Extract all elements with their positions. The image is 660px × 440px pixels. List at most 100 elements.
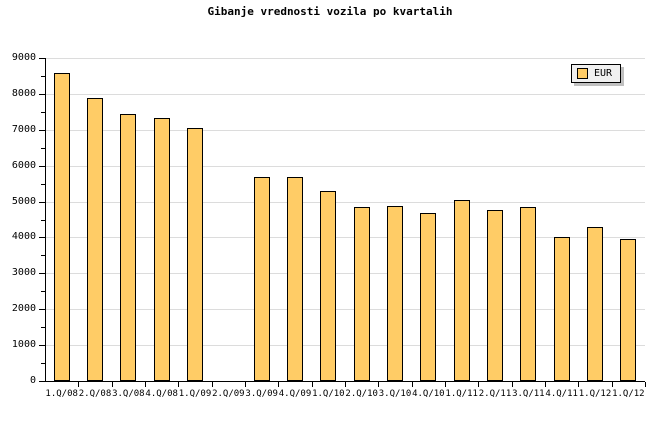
bar[interactable]	[387, 205, 403, 381]
y-tick-major	[39, 93, 45, 95]
y-axis-label: 2000	[11, 303, 36, 315]
x-tick	[411, 382, 413, 387]
gridline	[45, 309, 645, 311]
y-axis-label: 0	[29, 375, 36, 386]
y-tick-minor	[41, 327, 45, 329]
chart-title: Gibanje vrednosti vozila po kvartalih	[207, 5, 453, 18]
y-tick-major	[39, 58, 45, 59]
gridline	[45, 201, 645, 203]
x-tick	[278, 382, 280, 387]
y-axis-label: 3000	[11, 267, 36, 279]
x-axis-label: 1.Q/09	[178, 389, 212, 399]
x-tick	[378, 382, 380, 387]
bar[interactable]	[520, 207, 537, 381]
x-axis-label: 4.Q/10	[412, 389, 445, 399]
x-tick	[245, 382, 246, 387]
x-axis-label: 1.Q/10	[312, 389, 345, 399]
bar[interactable]	[553, 237, 570, 381]
x-axis-label: 1.Q/12	[578, 389, 612, 399]
x-axis-label: 1.Q/08	[45, 389, 78, 399]
y-axis-label: 5000	[11, 195, 36, 207]
x-axis-line	[45, 381, 645, 382]
bar[interactable]	[320, 190, 337, 381]
x-axis-label: 2.Q/11	[478, 389, 512, 399]
y-tick-major	[39, 273, 45, 275]
legend-label-eur: EUR	[594, 68, 613, 79]
x-tick	[445, 382, 446, 387]
bar[interactable]	[587, 226, 603, 381]
bar[interactable]	[420, 212, 437, 381]
x-axis-label: 4.Q/08	[145, 389, 178, 399]
y-tick-minor	[41, 147, 45, 149]
y-tick-minor	[41, 291, 45, 293]
y-tick-minor	[41, 219, 45, 221]
y-tick-major	[39, 309, 45, 311]
x-axis-label: 1.Q/12	[612, 389, 645, 399]
x-axis-label: 4.Q/09	[278, 389, 312, 399]
bar[interactable]	[87, 98, 103, 381]
y-tick-major	[39, 201, 45, 203]
bar[interactable]	[353, 207, 370, 381]
x-tick	[511, 382, 513, 387]
x-axis-label: 3.Q/10	[378, 389, 412, 399]
gridline	[45, 58, 645, 59]
y-axis-label: 6000	[11, 159, 36, 171]
bar[interactable]	[620, 239, 637, 381]
x-tick	[478, 382, 480, 387]
plot-background	[45, 58, 645, 381]
y-axis-label: 1000	[11, 339, 36, 351]
chart-legend[interactable]: EUR	[571, 64, 622, 83]
bar[interactable]	[153, 117, 170, 381]
y-tick-major	[39, 165, 45, 167]
y-axis-line	[45, 58, 46, 382]
x-tick	[178, 382, 180, 387]
x-axis-label: 3.Q/08	[112, 389, 145, 399]
x-tick	[578, 382, 580, 387]
x-axis-label: 2.Q/09	[212, 389, 245, 399]
gridline	[45, 345, 645, 347]
x-tick	[78, 382, 80, 387]
y-tick-major	[39, 381, 45, 382]
gridline	[45, 93, 645, 95]
x-tick	[211, 382, 213, 387]
bar[interactable]	[53, 73, 70, 381]
x-tick	[345, 382, 346, 387]
y-tick-minor	[41, 75, 45, 77]
bar[interactable]	[253, 177, 270, 381]
gridline	[45, 237, 645, 239]
bar[interactable]	[120, 113, 137, 381]
y-tick-minor	[41, 111, 45, 113]
gridline	[45, 129, 645, 131]
y-tick-major	[39, 345, 45, 347]
y-axis-label: 9000	[11, 52, 36, 63]
x-axis-label: 1.Q/11	[445, 389, 478, 399]
x-tick	[111, 382, 113, 387]
legend-swatch-eur	[577, 68, 588, 79]
y-axis-label: 7000	[11, 123, 36, 135]
x-tick	[645, 382, 646, 387]
bar[interactable]	[287, 177, 303, 381]
x-axis-label: 3.Q/09	[245, 389, 278, 399]
x-axis-label: 2.Q/10	[345, 389, 378, 399]
y-axis-label: 4000	[11, 231, 36, 243]
x-axis-label: 2.Q/08	[78, 389, 112, 399]
bar[interactable]	[453, 199, 470, 381]
bar[interactable]	[487, 209, 503, 381]
y-tick-minor	[41, 183, 45, 185]
y-tick-minor	[41, 363, 45, 365]
gridline	[45, 273, 645, 275]
y-axis-label: 8000	[11, 87, 36, 99]
x-tick	[545, 382, 546, 387]
x-tick	[311, 382, 313, 387]
y-tick-minor	[41, 255, 45, 257]
bar[interactable]	[187, 127, 203, 381]
plot-area	[45, 58, 645, 381]
x-axis-label: 3.Q/11	[512, 389, 545, 399]
x-tick	[611, 382, 613, 387]
x-tick	[145, 382, 146, 387]
gridline	[45, 165, 645, 167]
x-axis-label: 4.Q/11	[545, 389, 578, 399]
y-tick-major	[39, 237, 45, 239]
y-tick-major	[39, 129, 45, 131]
